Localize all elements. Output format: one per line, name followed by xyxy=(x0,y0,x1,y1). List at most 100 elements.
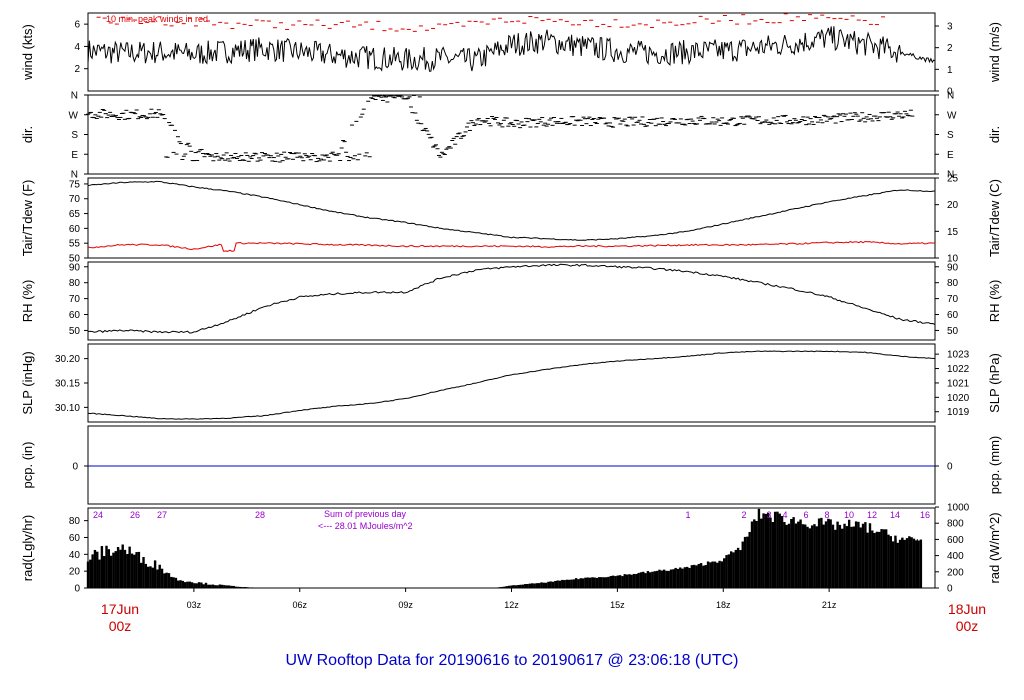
panel-frame-pcp xyxy=(87,425,936,505)
tair-series-line xyxy=(87,180,936,241)
dir-left-label: N xyxy=(71,170,78,181)
rh-right-label: 80 xyxy=(947,278,959,289)
dir-left-label: S xyxy=(71,130,78,141)
dir-right-label: E xyxy=(947,150,954,161)
wind-left-label: 4 xyxy=(74,42,80,53)
chart-title: UW Rooftop Data for 20190616 to 20190617… xyxy=(286,652,739,669)
time-tick-label: 15z xyxy=(610,600,625,610)
rh-right-label: 50 xyxy=(947,326,959,337)
dir-right-label: W xyxy=(947,110,957,121)
rad-right-label: 400 xyxy=(947,551,964,562)
slp-right-label: 1021 xyxy=(947,378,970,389)
rh-series-line xyxy=(87,263,936,334)
ylabel-left-rh: RH (%) xyxy=(20,280,35,323)
rad-day-label-next: 8 xyxy=(824,510,829,520)
wind-series-line xyxy=(87,26,936,72)
rad-day-label-next: 6 xyxy=(803,510,808,520)
panel-frame-dir xyxy=(87,94,936,175)
rh-left-label: 90 xyxy=(69,262,81,273)
rad-right-label: 600 xyxy=(947,535,964,546)
temp-right-label: 20 xyxy=(947,200,959,211)
dir-right-label: S xyxy=(947,130,954,141)
wind-right-label: 3 xyxy=(947,22,953,33)
ylabel-left-temp: Tair/Tdew (F) xyxy=(20,180,35,257)
temp-right-label: 10 xyxy=(947,254,959,265)
rad-day-label-prev: 24 xyxy=(93,510,103,520)
rad-day-label-next: 3 xyxy=(766,510,771,520)
ylabel-left-pcp: pcp. (in) xyxy=(20,442,35,489)
wind-left-label: 2 xyxy=(74,64,80,75)
ylabel-left-wind: wind (kts) xyxy=(20,24,35,81)
time-tick-label: 09z xyxy=(398,600,413,610)
end-time-label: 00z xyxy=(956,618,979,634)
dir-left-label: N xyxy=(71,91,78,102)
time-tick-label: 06z xyxy=(292,600,307,610)
rad-sum-line1: Sum of previous day xyxy=(324,509,407,519)
end-date-label: 18Jun xyxy=(948,601,986,617)
ylabel-left-rad: rad(Lgly/hr) xyxy=(20,515,35,581)
time-tick-label: 12z xyxy=(504,600,519,610)
temp-left-label: 60 xyxy=(69,224,81,235)
ylabel-right-wind: wind (m/s) xyxy=(987,22,1002,83)
dir-left-label: E xyxy=(71,150,78,161)
temp-left-label: 75 xyxy=(69,179,81,190)
temp-left-label: 70 xyxy=(69,194,81,205)
temp-right-label: 25 xyxy=(947,174,959,185)
rad-day-label-next: 14 xyxy=(890,510,900,520)
rad-sum-line2: <--- 28.01 MJoules/m^2 xyxy=(318,521,413,531)
wind-right-label: 0 xyxy=(947,87,953,98)
ylabel-right-pcp: pcp. (mm) xyxy=(987,436,1002,495)
panel-frame-slp xyxy=(87,343,936,423)
wind-right-label: 2 xyxy=(947,43,953,54)
rad-day-label-next: 4 xyxy=(782,510,787,520)
wind-right-label: 1 xyxy=(947,65,953,76)
slp-right-label: 1020 xyxy=(947,393,970,404)
dir-left-label: W xyxy=(69,110,79,121)
rad-day-label-prev: 28 xyxy=(255,510,265,520)
rh-left-label: 60 xyxy=(69,310,81,321)
rad-day-label-next: 2 xyxy=(741,510,746,520)
rad-right-label: 1000 xyxy=(947,503,970,514)
slp-left-label: 30.10 xyxy=(55,403,80,414)
tdew-series-line xyxy=(87,240,936,252)
temp-right-label: 15 xyxy=(947,227,959,238)
ylabel-left-dir: dir. xyxy=(20,126,35,143)
chart-marks xyxy=(86,13,936,588)
panel-frame-temp xyxy=(87,177,936,259)
rad-left-label: 20 xyxy=(69,567,81,578)
rad-left-label: 60 xyxy=(69,533,81,544)
rad-day-label-next: 1 xyxy=(685,510,690,520)
ylabel-right-temp: Tair/Tdew (C) xyxy=(987,179,1002,257)
rh-left-label: 70 xyxy=(69,294,81,305)
start-time-label: 00z xyxy=(109,618,132,634)
rad-right-label: 800 xyxy=(947,519,964,530)
rad-right-label: 0 xyxy=(947,584,953,595)
rh-left-label: 50 xyxy=(69,326,81,337)
slp-right-label: 1022 xyxy=(947,364,970,375)
slp-series-line xyxy=(87,350,936,420)
rad-right-label: 200 xyxy=(947,567,964,578)
ylabel-right-rad: rad (W/m^2) xyxy=(987,512,1002,583)
panel-frame-wind xyxy=(87,12,936,92)
temp-left-label: 50 xyxy=(69,254,81,265)
chart-labels: wind (kts) wind (m/s) dir. dir. Tair/Tdew (F… xyxy=(20,20,1002,610)
panel-frames xyxy=(84,12,939,592)
rh-right-label: 60 xyxy=(947,310,959,321)
rad-day-label-next: 16 xyxy=(920,510,930,520)
rh-right-label: 70 xyxy=(947,294,959,305)
dir-right-label: N xyxy=(947,91,954,102)
rad-day-label-prev: 26 xyxy=(130,510,140,520)
panel-frame-rh xyxy=(87,261,936,341)
slp-right-label: 1019 xyxy=(947,407,970,418)
rad-left-label: 80 xyxy=(69,516,81,527)
time-tick-label: 18z xyxy=(716,600,731,610)
ylabel-right-dir: dir. xyxy=(987,126,1002,143)
rad-day-label-next: 12 xyxy=(867,510,877,520)
rad-day-label-prev: 27 xyxy=(157,510,167,520)
rh-left-label: 80 xyxy=(69,278,81,289)
slp-left-label: 30.20 xyxy=(55,354,80,365)
dir-right-label: N xyxy=(947,170,954,181)
temp-left-label: 55 xyxy=(69,239,81,250)
temp-left-label: 65 xyxy=(69,209,81,220)
